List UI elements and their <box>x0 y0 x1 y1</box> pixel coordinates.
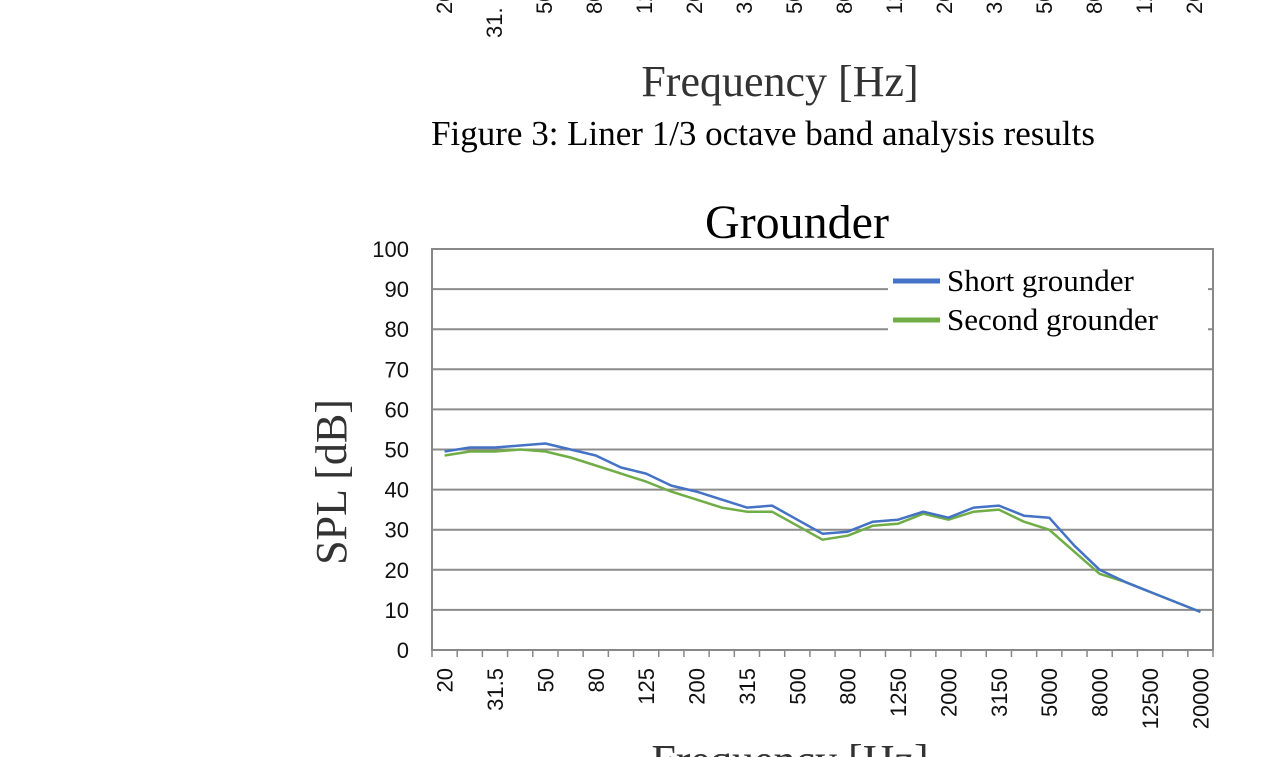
top-chart-tick-label: 12 <box>632 0 657 14</box>
x-tick-label: 125 <box>634 668 659 705</box>
top-chart-tick-labels: 20 31. 50 80 12 20 31 50 80 125 200 315 500 800 1250 20… <box>432 0 1207 38</box>
y-tick-label: 0 <box>397 638 409 663</box>
top-chart-tick-label: 20 <box>432 0 457 14</box>
y-tick-label: 90 <box>385 277 409 302</box>
x-tick-label: 2000 <box>936 668 961 717</box>
top-chart-tick-label: 315 <box>982 0 1007 14</box>
gridlines <box>432 288 1213 611</box>
legend-entry: Short grounder <box>947 263 1135 298</box>
y-tick-label: 100 <box>372 237 409 262</box>
x-tick-label: 200 <box>685 668 710 705</box>
y-tick-label: 70 <box>385 357 409 382</box>
x-tick-label: 80 <box>584 668 609 692</box>
series-line-second-grounder <box>444 448 1201 614</box>
x-axis-label: Frequency [Hz] <box>651 736 928 757</box>
x-tick-label: 500 <box>785 668 810 705</box>
x-tick-label: 31.5 <box>483 668 508 711</box>
y-tick-label: 80 <box>385 317 409 342</box>
series-lines <box>444 442 1201 614</box>
top-chart-tick-label: 2000 <box>1182 0 1207 14</box>
x-tick-label: 800 <box>836 668 861 705</box>
y-tick-label: 60 <box>385 397 409 422</box>
chart-title: Grounder <box>705 196 889 249</box>
x-tick-label: 20000 <box>1188 668 1213 729</box>
top-chart-tick-label: 80 <box>832 0 857 14</box>
x-axis-tick-marks <box>431 650 1214 657</box>
top-chart-tick-label: 125 <box>882 0 907 14</box>
x-tick-label: 8000 <box>1088 668 1113 717</box>
x-tick-label: 20 <box>433 668 458 692</box>
top-chart-tick-label: 20 <box>682 0 707 14</box>
figure-caption: Figure 3: Liner 1/3 octave band analysis… <box>431 114 1095 153</box>
y-tick-label: 30 <box>385 518 409 543</box>
top-chart-tick-label: 31 <box>732 0 757 14</box>
x-tick-label: 50 <box>533 668 558 692</box>
legend-background <box>888 262 1208 340</box>
x-tick-label: 12500 <box>1138 668 1163 729</box>
legend: Short grounder Second grounder <box>888 262 1208 340</box>
y-axis-label: SPL [dB] <box>307 399 356 565</box>
top-chart-tick-label: 31. <box>482 7 507 38</box>
series-line-short-grounder <box>444 442 1201 614</box>
x-tick-label: 315 <box>735 668 760 705</box>
top-chart-tick-label: 200 <box>932 0 957 14</box>
y-tick-label: 20 <box>385 558 409 583</box>
y-tick-label: 10 <box>385 598 409 623</box>
x-tick-label: 1250 <box>886 668 911 717</box>
top-chart-xlabel: Frequency [Hz] <box>641 57 918 106</box>
plot-area-border <box>431 248 1214 651</box>
y-tick-label: 50 <box>385 438 409 463</box>
x-tick-label: 3150 <box>987 668 1012 717</box>
legend-entry: Second grounder <box>947 302 1159 337</box>
top-chart-tick-label: 50 <box>782 0 807 14</box>
top-chart-tick-label: 500 <box>1032 0 1057 14</box>
y-axis-tick-labels: 0 10 20 30 40 50 60 70 80 90 100 <box>372 237 409 663</box>
top-chart-tick-label: 50 <box>532 0 557 14</box>
top-chart-tick-label: 80 <box>582 0 607 14</box>
x-axis-tick-labels: 20 31.5 50 80 125 200 315 500 800 1250 2000 3150 500… <box>433 668 1214 729</box>
top-chart-tick-label: 1250 <box>1132 0 1157 14</box>
y-tick-label: 40 <box>385 478 409 503</box>
top-chart-tick-label: 800 <box>1082 0 1107 14</box>
x-tick-label: 5000 <box>1037 668 1062 717</box>
